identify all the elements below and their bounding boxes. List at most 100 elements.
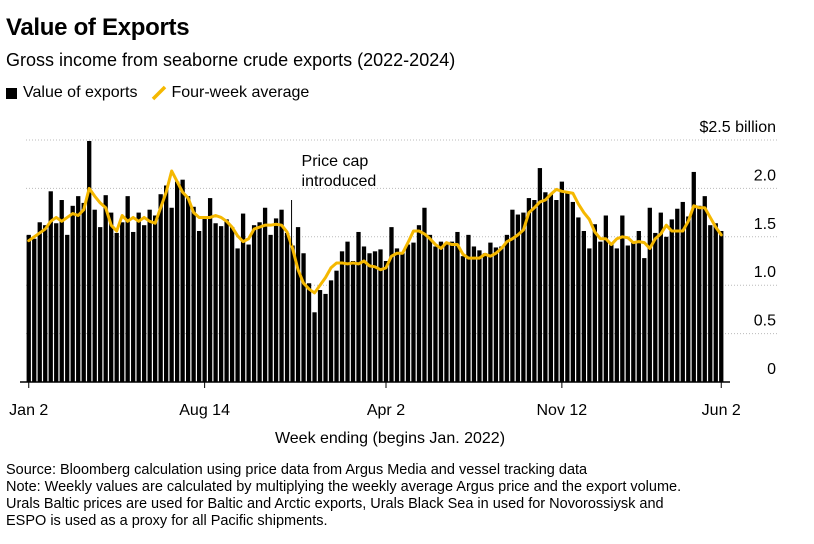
bar [664, 236, 669, 382]
bar [416, 225, 422, 382]
bar [251, 225, 257, 382]
bar [482, 253, 488, 382]
bar [372, 251, 378, 382]
bar [515, 214, 521, 382]
x-tick-label: Apr 2 [367, 402, 405, 419]
bar [114, 232, 119, 382]
bar [669, 219, 674, 382]
bar [708, 225, 713, 382]
bar [345, 241, 350, 382]
bar [400, 253, 405, 382]
y-tick-label: 2.0 [754, 167, 776, 184]
bar [653, 232, 658, 382]
bar [444, 244, 449, 382]
bar [471, 246, 477, 382]
bar [317, 290, 323, 382]
bar [202, 218, 207, 382]
bar [433, 246, 438, 382]
bar [180, 179, 185, 382]
y-tick-label: $2.5 billion [700, 119, 777, 136]
bar [367, 253, 372, 382]
bar [576, 217, 581, 382]
x-tick-label: Nov 12 [537, 402, 588, 419]
x-tick-label: Jun 2 [702, 402, 741, 419]
bar [592, 224, 597, 382]
chart-title: Value of Exports [6, 14, 190, 41]
bar [70, 205, 75, 382]
bar [284, 232, 290, 382]
annotation-text: introduced [302, 173, 377, 190]
bar [120, 222, 125, 382]
bar [603, 215, 608, 382]
chart-plot: $2.5 billion 2.0 1.5 1.0 0.5 0 Jan 2 Aug 14 Apr… [9, 119, 778, 419]
line-group [27, 169, 723, 295]
x-axis-label: Week ending (begins Jan. 2022) [274, 430, 506, 447]
bar [92, 209, 97, 382]
bar [295, 227, 301, 382]
bar [37, 222, 42, 382]
bar [350, 261, 356, 382]
annotation-text: Price cap [302, 153, 369, 170]
bar [537, 168, 543, 382]
bar [438, 241, 444, 382]
bar [422, 207, 427, 382]
bar [642, 258, 647, 382]
bar [32, 238, 37, 382]
bar [48, 191, 53, 382]
bar [279, 209, 284, 382]
bar [224, 219, 229, 382]
bar [581, 230, 586, 382]
footnote-note: Note: Weekly values are calculated by mu… [6, 479, 682, 495]
bar [543, 192, 548, 382]
bar [257, 222, 262, 382]
bar [394, 248, 400, 382]
y-tick-label: 1.0 [754, 264, 776, 281]
footnotes: Source: Bloomberg calculation using pric… [6, 462, 806, 530]
bar [631, 241, 636, 382]
bar [207, 198, 213, 382]
bar [87, 140, 92, 382]
bar [229, 227, 235, 382]
bar [213, 223, 218, 382]
bar [147, 209, 152, 382]
bar [713, 223, 718, 382]
bar [554, 200, 559, 382]
bar [548, 194, 554, 382]
bar [378, 249, 383, 382]
legend-line-swatch [151, 85, 167, 101]
legend: Value of exports Four-week average [6, 84, 309, 102]
bar [312, 312, 317, 382]
bar [658, 212, 663, 382]
bar [411, 242, 416, 382]
bar [175, 181, 180, 382]
bar [559, 181, 565, 382]
bar [158, 194, 163, 382]
bar [169, 207, 174, 382]
bar [449, 241, 455, 382]
bar [680, 201, 685, 382]
bar [510, 209, 515, 382]
bar [361, 246, 367, 382]
bar [686, 216, 691, 382]
bar [383, 261, 389, 382]
bar [328, 280, 334, 382]
bar [246, 244, 251, 382]
bar [609, 243, 614, 382]
y-ticks: $2.5 billion 2.0 1.5 1.0 0.5 0 [700, 119, 777, 378]
legend-bar-swatch [6, 87, 17, 99]
bar [625, 245, 630, 382]
bar [697, 205, 702, 382]
bar [235, 248, 240, 382]
bar [565, 193, 570, 382]
bar [570, 201, 575, 382]
bar [598, 241, 603, 382]
bar [455, 231, 460, 382]
bar [521, 212, 526, 382]
bar [620, 215, 625, 382]
bar [526, 198, 532, 382]
legend-line-label: Four-week average [171, 84, 310, 101]
bar [587, 248, 592, 382]
bar [389, 227, 394, 382]
bar [109, 212, 114, 382]
bar [466, 234, 471, 382]
